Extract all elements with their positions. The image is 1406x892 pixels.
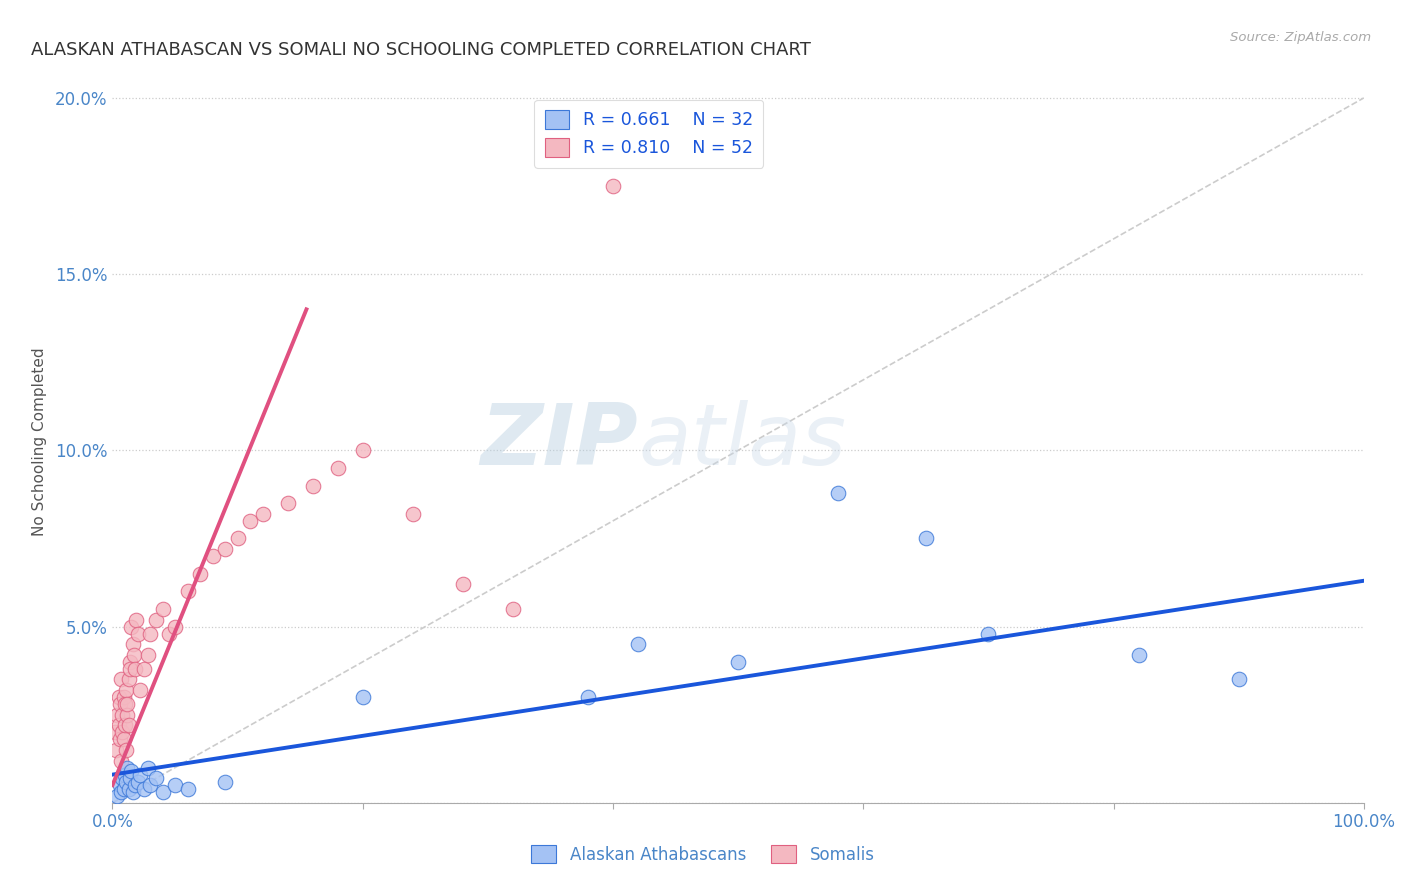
Point [115, 683, 138, 698]
Point [118, 673, 141, 687]
Point [118, 662, 141, 676]
Point [110, 754, 132, 768]
Point [107, 789, 129, 803]
Point [176, 781, 198, 796]
Point [163, 778, 186, 792]
Point [277, 496, 299, 510]
Point [111, 707, 134, 722]
Point [1128, 648, 1150, 662]
Point [118, 718, 141, 732]
Point [115, 774, 138, 789]
Legend: R = 0.661    N = 32, R = 0.810    N = 52: R = 0.661 N = 32, R = 0.810 N = 52 [534, 100, 763, 168]
Point [104, 725, 127, 739]
Point [111, 771, 134, 785]
Text: ZIP: ZIP [481, 400, 638, 483]
Point [188, 566, 211, 581]
Point [352, 690, 374, 704]
Point [114, 718, 136, 732]
Y-axis label: No Schooling Completed: No Schooling Completed [32, 347, 46, 536]
Text: atlas: atlas [638, 400, 846, 483]
Legend: Alaskan Athabascans, Somalis: Alaskan Athabascans, Somalis [524, 838, 882, 871]
Point [977, 626, 1000, 640]
Point [132, 662, 155, 676]
Point [108, 778, 131, 792]
Point [127, 626, 149, 640]
Point [120, 764, 142, 778]
Point [105, 743, 128, 757]
Point [118, 771, 141, 785]
Point [117, 707, 139, 722]
Point [129, 767, 152, 781]
Point [136, 760, 159, 774]
Point [107, 707, 129, 722]
Point [117, 697, 139, 711]
Point [301, 478, 323, 492]
Point [122, 648, 145, 662]
Point [118, 655, 141, 669]
Point [152, 785, 174, 799]
Point [145, 771, 167, 785]
Point [727, 655, 749, 669]
Point [214, 542, 236, 557]
Point [107, 718, 129, 732]
Point [121, 637, 143, 651]
Point [502, 602, 524, 616]
Point [1227, 673, 1250, 687]
Point [145, 613, 167, 627]
Point [226, 532, 249, 546]
Point [326, 461, 349, 475]
Point [176, 584, 198, 599]
Point [252, 507, 274, 521]
Point [152, 602, 174, 616]
Point [576, 690, 599, 704]
Point [121, 785, 143, 799]
Text: ALASKAN ATHABASCAN VS SOMALI NO SCHOOLING COMPLETED CORRELATION CHART: ALASKAN ATHABASCAN VS SOMALI NO SCHOOLIN… [31, 41, 811, 59]
Point [124, 662, 146, 676]
Text: Source: ZipAtlas.com: Source: ZipAtlas.com [1230, 31, 1371, 45]
Point [352, 443, 374, 458]
Point [114, 697, 136, 711]
Point [239, 514, 262, 528]
Point [602, 179, 624, 194]
Point [132, 781, 155, 796]
Point [402, 507, 425, 521]
Point [115, 743, 138, 757]
Point [108, 697, 131, 711]
Point [124, 778, 146, 792]
Point [163, 619, 186, 633]
Point [214, 774, 236, 789]
Point [129, 683, 152, 698]
Point [627, 637, 650, 651]
Point [111, 725, 134, 739]
Point [120, 619, 142, 633]
Point [127, 774, 149, 789]
Point [915, 532, 938, 546]
Point [112, 732, 135, 747]
Point [114, 767, 136, 781]
Point [201, 549, 224, 563]
Point [136, 648, 159, 662]
Point [110, 785, 132, 799]
Point [139, 778, 162, 792]
Point [125, 613, 148, 627]
Point [107, 690, 129, 704]
Point [451, 577, 474, 591]
Point [117, 760, 139, 774]
Point [157, 626, 180, 640]
Point [110, 673, 132, 687]
Point [108, 732, 131, 747]
Point [112, 690, 135, 704]
Point [139, 626, 162, 640]
Point [827, 485, 849, 500]
Point [118, 781, 141, 796]
Point [112, 781, 135, 796]
